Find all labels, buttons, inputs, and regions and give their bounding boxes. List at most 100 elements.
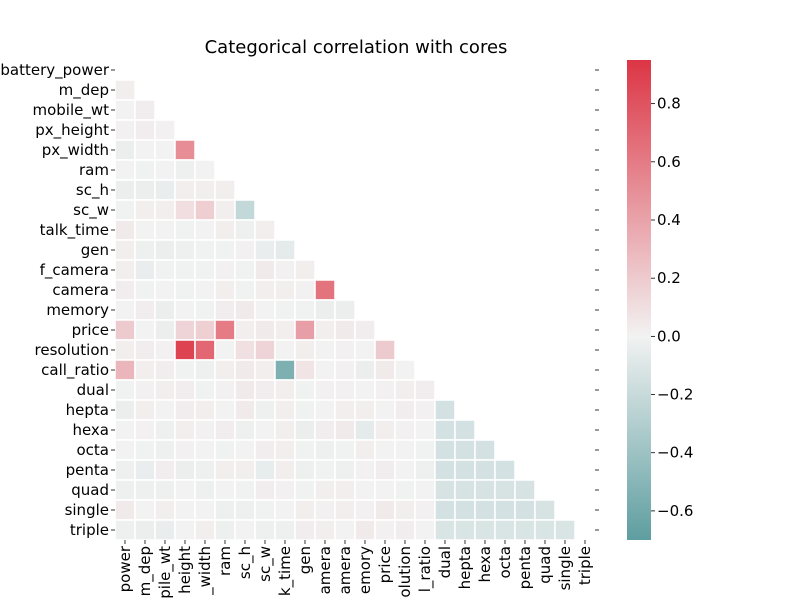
heatmap-cell <box>554 519 576 541</box>
heatmap-cell <box>294 299 316 321</box>
colorbar-tick-label: −0.4 <box>657 444 693 462</box>
heatmap-cell <box>194 319 216 341</box>
heatmap-cell <box>134 99 156 121</box>
heatmap-cell <box>434 439 456 461</box>
heatmap-cell <box>254 299 276 321</box>
heatmap-cell <box>274 459 296 481</box>
heatmap-cell <box>114 339 136 361</box>
heatmap-cell <box>454 519 476 541</box>
heatmap-cell <box>114 419 136 441</box>
heatmap-cell <box>274 279 296 301</box>
heatmap-cell <box>154 179 176 201</box>
x-tick-label: hexa <box>476 546 494 583</box>
heatmap-cell <box>454 459 476 481</box>
heatmap-cell <box>394 399 416 421</box>
heatmap-cell <box>234 459 256 481</box>
heatmap-cell <box>254 399 276 421</box>
heatmap-cell <box>414 379 436 401</box>
heatmap-cell <box>314 519 336 541</box>
heatmap-cell <box>114 439 136 461</box>
heatmap-cell <box>114 259 136 281</box>
heatmap-cell <box>294 259 316 281</box>
heatmap-cell <box>194 299 216 321</box>
heatmap-cell <box>394 359 416 381</box>
heatmap-cell <box>114 519 136 541</box>
x-tick-label: sc_h <box>236 546 255 579</box>
heatmap-cell <box>234 199 256 221</box>
heatmap-cell <box>134 379 156 401</box>
heatmap-cell <box>334 379 356 401</box>
heatmap-cell <box>334 399 356 421</box>
heatmap-cell <box>254 339 276 361</box>
heatmap-cell <box>154 419 176 441</box>
heatmap-cell <box>434 499 456 521</box>
heatmap-cell <box>354 399 376 421</box>
y-tick-label: memory <box>46 301 109 319</box>
heatmap-cell <box>334 519 356 541</box>
heatmap-cell <box>234 299 256 321</box>
heatmap-cell <box>314 299 336 321</box>
heatmap-cell <box>274 259 296 281</box>
heatmap-cell <box>194 179 216 201</box>
heatmap-cell <box>314 339 336 361</box>
x-tick-label: penta <box>516 546 534 589</box>
heatmap-cell <box>274 359 296 381</box>
colorbar-tick-label: −0.2 <box>657 386 693 404</box>
heatmap-cell <box>194 499 216 521</box>
heatmap-cell <box>134 139 156 161</box>
heatmap-cell <box>174 139 196 161</box>
heatmap-cell <box>234 239 256 261</box>
heatmap-cell <box>174 299 196 321</box>
heatmap-cell <box>174 319 196 341</box>
x-tick-label: dual <box>436 546 454 578</box>
heatmap-cell <box>494 519 516 541</box>
y-tick-label: octa <box>77 441 110 459</box>
heatmap-cell <box>254 239 276 261</box>
heatmap-cell <box>534 499 556 521</box>
heatmap-cell <box>334 499 356 521</box>
heatmap-cell <box>394 459 416 481</box>
heatmap-cell <box>194 379 216 401</box>
x-tick-label: hepta <box>456 546 474 589</box>
heatmap-cell <box>314 359 336 381</box>
colorbar-tick-label: 0.6 <box>657 153 681 171</box>
heatmap-cell <box>354 479 376 501</box>
heatmap-cell <box>114 479 136 501</box>
y-tick-label: camera <box>52 281 109 299</box>
heatmap-cell <box>254 459 276 481</box>
heatmap-cell <box>194 359 216 381</box>
heatmap-cell <box>334 459 356 481</box>
heatmap-cell <box>254 259 276 281</box>
heatmap-cell <box>314 499 336 521</box>
heatmap-cell <box>314 479 336 501</box>
heatmap-cell <box>474 459 496 481</box>
x-tick-label: amera <box>336 546 354 594</box>
heatmap-cell <box>134 279 156 301</box>
heatmap-cell <box>374 379 396 401</box>
heatmap-cell <box>234 279 256 301</box>
colorbar-tick-label: 0.4 <box>657 211 681 229</box>
heatmap-cell <box>354 439 376 461</box>
heatmap-cell <box>354 339 376 361</box>
heatmap-cell <box>134 459 156 481</box>
heatmap-cell <box>154 359 176 381</box>
heatmap-cell <box>114 319 136 341</box>
heatmap-cell <box>354 499 376 521</box>
heatmap-cell <box>234 419 256 441</box>
y-tick-label: triple <box>70 521 109 539</box>
heatmap-cell <box>114 99 136 121</box>
heatmap-cell <box>214 279 236 301</box>
heatmap-cell <box>134 239 156 261</box>
heatmap-cell <box>214 359 236 381</box>
heatmap-cell <box>334 359 356 381</box>
heatmap-cell <box>214 519 236 541</box>
y-tick-label: ram <box>79 161 109 179</box>
x-tick-label: amera <box>316 546 334 594</box>
heatmap-cell <box>254 279 276 301</box>
heatmap-cell <box>414 399 436 421</box>
heatmap-cell <box>154 239 176 261</box>
heatmap-cell <box>294 419 316 441</box>
x-tick-label: gen <box>296 546 314 574</box>
heatmap-cell <box>274 479 296 501</box>
